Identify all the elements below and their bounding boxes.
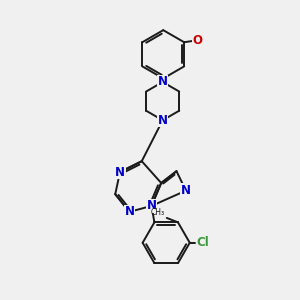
Text: N: N — [158, 114, 168, 127]
Text: O: O — [192, 34, 203, 47]
Text: Cl: Cl — [196, 236, 209, 249]
Text: N: N — [115, 166, 125, 178]
Text: N: N — [124, 205, 134, 218]
Text: N: N — [181, 184, 191, 197]
Text: CH₃: CH₃ — [150, 208, 164, 217]
Text: N: N — [158, 76, 168, 88]
Text: N: N — [146, 200, 157, 212]
